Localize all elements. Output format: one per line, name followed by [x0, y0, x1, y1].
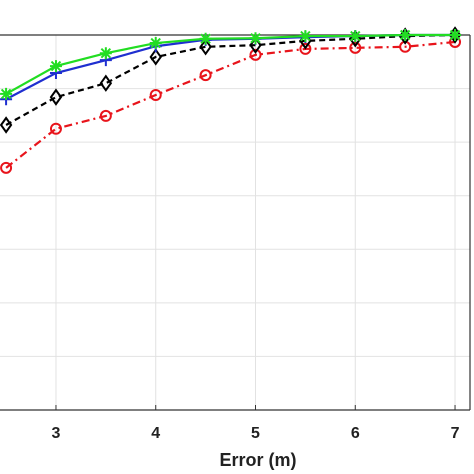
marker	[299, 42, 312, 55]
marker-shape	[250, 33, 261, 44]
marker-shape	[350, 30, 361, 42]
marker-shape	[0, 88, 12, 100]
marker-shape	[299, 42, 312, 55]
x-tick-label: 7	[451, 425, 460, 442]
marker	[49, 122, 62, 135]
marker	[398, 27, 412, 45]
marker	[449, 29, 462, 41]
series-line	[5, 40, 456, 169]
marker-shape	[0, 116, 13, 134]
marker	[249, 48, 262, 61]
x-tick-label: 4	[151, 425, 160, 442]
marker-shape	[0, 161, 13, 174]
marker-shape	[150, 37, 161, 49]
marker	[149, 89, 162, 101]
series-line	[5, 33, 456, 95]
x-tick-label: 5	[251, 425, 260, 442]
plot-area	[0, 35, 470, 410]
marker	[149, 48, 162, 66]
marker	[149, 37, 162, 50]
marker-shape	[449, 29, 461, 41]
marker-shape	[349, 41, 362, 54]
marker-shape	[50, 60, 62, 72]
marker-shape	[49, 122, 62, 135]
marker	[99, 109, 112, 122]
marker	[49, 88, 63, 106]
marker-shape	[149, 89, 162, 101]
marker-shape	[100, 48, 112, 59]
marker	[299, 30, 312, 43]
x-axis-label: Error (m)	[219, 450, 296, 470]
marker-shape	[199, 69, 212, 82]
marker	[0, 87, 13, 100]
marker	[199, 38, 212, 56]
marker-shape	[49, 88, 63, 106]
marker	[99, 74, 113, 92]
marker	[0, 116, 13, 134]
marker	[99, 47, 112, 60]
marker	[199, 69, 212, 82]
marker-shape	[99, 74, 113, 92]
marker	[399, 29, 412, 41]
x-tick-label: 6	[351, 425, 360, 442]
marker	[0, 161, 13, 174]
marker-shape	[149, 48, 162, 66]
marker	[349, 41, 362, 54]
marker	[49, 60, 62, 73]
marker-shape	[398, 27, 412, 45]
marker-shape	[99, 109, 112, 122]
series-line	[5, 33, 456, 126]
marker	[349, 30, 362, 43]
marker-shape	[200, 33, 211, 44]
marker-shape	[300, 30, 311, 42]
marker	[249, 32, 262, 45]
marker-shape	[399, 29, 411, 41]
x-tick-label: 3	[52, 425, 61, 442]
marker-shape	[199, 38, 212, 56]
marker-shape	[249, 48, 262, 61]
marker	[199, 32, 212, 45]
